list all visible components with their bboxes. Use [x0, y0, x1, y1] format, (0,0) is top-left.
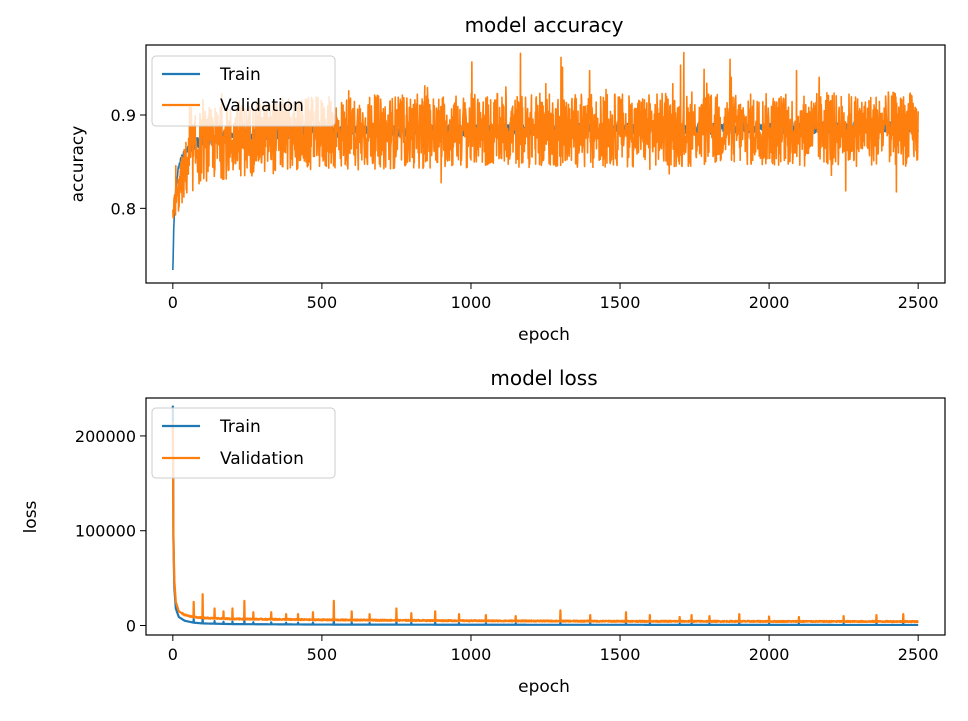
loss-ytick-label: 200000: [75, 427, 136, 446]
accuracy-validation-line: [172, 51, 919, 219]
accuracy-subplot: model accuracy 0 500 1000 1500 2000 2500 0.8 0.…: [68, 13, 946, 345]
accuracy-legend: Train Validation: [151, 55, 336, 127]
accuracy-title: model accuracy: [465, 13, 624, 37]
loss-xtick-label: 500: [307, 645, 338, 664]
accuracy-ticks: 0 500 1000 1500 2000 2500 0.8 0.9: [111, 106, 939, 312]
accuracy-ylabel: accuracy: [68, 126, 88, 203]
loss-train-line: [171, 405, 919, 627]
loss-legend-train-label: Train: [219, 417, 261, 437]
accuracy-xtick-label: 2000: [749, 293, 790, 312]
loss-axes-frame: [145, 397, 946, 636]
loss-xtick-label: 2000: [749, 645, 790, 664]
loss-validation-line: [171, 421, 919, 624]
accuracy-xtick-label: 500: [307, 293, 338, 312]
accuracy-ytick-label: 0.9: [111, 106, 136, 125]
accuracy-xtick-label: 2500: [898, 293, 939, 312]
loss-plot-lines: [171, 405, 919, 627]
loss-xtick-label: 1000: [451, 645, 492, 664]
loss-subplot: model loss 0 500 1000 1500 2000 2500 0 100000 20…: [21, 366, 946, 697]
loss-legend-validation-label: Validation: [220, 449, 304, 469]
loss-xlabel: epoch: [518, 677, 570, 697]
loss-ylabel: loss: [21, 500, 41, 533]
loss-legend: Train Validation: [151, 407, 336, 479]
loss-xtick-label: 0: [168, 645, 178, 664]
loss-ytick-label: 0: [126, 617, 136, 636]
loss-title: model loss: [490, 366, 597, 390]
loss-ytick-label: 100000: [75, 522, 136, 541]
accuracy-legend-validation-label: Validation: [220, 96, 304, 116]
accuracy-xlabel: epoch: [518, 325, 570, 345]
loss-xtick-label: 2500: [898, 645, 939, 664]
accuracy-legend-train-label: Train: [219, 65, 261, 85]
loss-xtick-label: 1500: [600, 645, 641, 664]
accuracy-xtick-label: 1000: [451, 293, 492, 312]
accuracy-xtick-label: 1500: [600, 293, 641, 312]
accuracy-axes-frame: [145, 44, 946, 284]
accuracy-plot-lines: [172, 51, 919, 271]
accuracy-ytick-label: 0.8: [111, 199, 136, 218]
loss-ticks: 0 500 1000 1500 2000 2500 0 100000 200000: [75, 427, 939, 664]
accuracy-xtick-label: 0: [168, 293, 178, 312]
